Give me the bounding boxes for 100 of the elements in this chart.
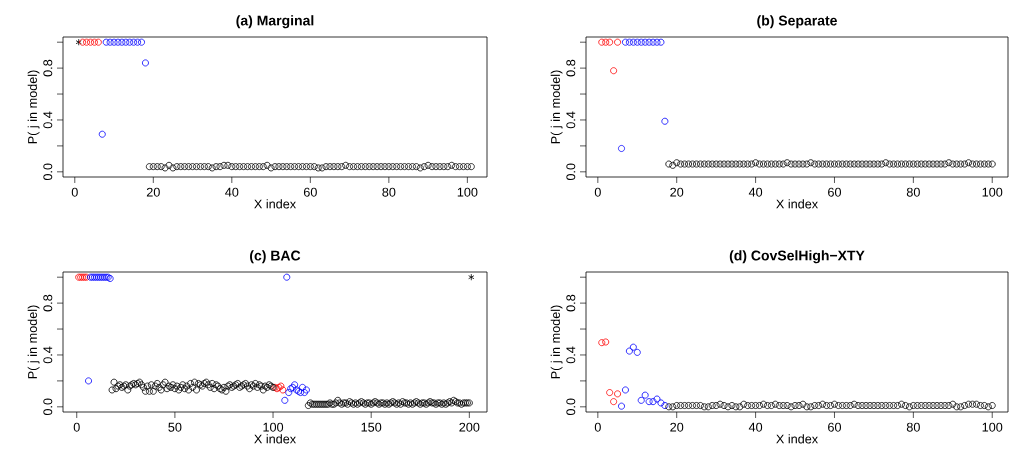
x-axis-title: X index — [254, 199, 296, 209]
y-tick-label: 0.0 — [566, 163, 576, 181]
x-axis-title: X index — [776, 199, 818, 209]
point — [657, 399, 665, 407]
point — [299, 383, 306, 391]
x-tick-label: 80 — [906, 422, 920, 432]
x-tick-label: 100 — [263, 422, 284, 432]
point — [657, 38, 665, 46]
y-tick-label: 0.8 — [566, 59, 576, 77]
y-tick-label: 0.0 — [43, 163, 53, 181]
point — [281, 396, 289, 404]
x-tick-label: 50 — [168, 422, 182, 432]
point — [130, 38, 138, 46]
y-axis-title: P( j in model) — [550, 70, 563, 144]
y-axis-title: P( j in model) — [27, 70, 40, 144]
point — [653, 38, 661, 46]
point — [610, 398, 618, 406]
point — [468, 273, 475, 281]
x-tick-label: 40 — [748, 422, 763, 432]
point — [138, 38, 145, 46]
point — [302, 386, 310, 394]
y-axis-title: P( j in model) — [550, 305, 563, 379]
point — [614, 38, 622, 46]
point — [653, 395, 661, 403]
y-tick-label: 0.4 — [43, 346, 53, 364]
point — [114, 38, 122, 46]
x-tick-label: 100 — [982, 187, 1003, 197]
point — [83, 38, 91, 46]
point — [606, 389, 614, 397]
y-tick-label: 0.4 — [566, 346, 576, 364]
point — [633, 38, 641, 46]
point — [633, 348, 641, 356]
y-tick-label: 0.8 — [43, 294, 53, 312]
x-tick-label: 100 — [457, 187, 478, 197]
point — [126, 38, 134, 46]
chart-title: (b) Separate — [757, 15, 837, 29]
point — [602, 38, 610, 46]
x-tick-label: 80 — [382, 187, 396, 197]
point — [637, 38, 645, 46]
x-tick-label: 20 — [670, 187, 684, 197]
point — [106, 38, 114, 46]
point — [645, 38, 653, 46]
x-tick-label: 40 — [225, 187, 239, 197]
point — [110, 38, 118, 46]
x-tick-label: 100 — [982, 422, 1003, 432]
point — [641, 38, 649, 46]
point — [134, 38, 142, 46]
point — [614, 390, 622, 398]
x-tick-label: 60 — [303, 187, 317, 197]
point — [94, 38, 102, 46]
x-tick-label: 20 — [670, 422, 684, 432]
y-tick-label: 0.4 — [566, 111, 576, 129]
point — [98, 130, 106, 138]
point — [283, 273, 291, 281]
point — [85, 377, 92, 385]
point — [141, 59, 149, 67]
point — [621, 386, 629, 394]
x-tick-label: 60 — [828, 187, 842, 197]
point — [625, 347, 633, 355]
x-tick-label: 200 — [459, 422, 480, 432]
point — [285, 389, 293, 397]
point — [641, 391, 649, 399]
point — [102, 38, 110, 46]
x-tick-label: 60 — [828, 422, 842, 432]
y-tick-label: 0.8 — [43, 59, 53, 77]
point — [618, 145, 625, 152]
y-axis-title: P( j in model) — [27, 305, 40, 379]
point — [606, 38, 614, 46]
point — [602, 338, 610, 346]
point — [122, 38, 130, 46]
x-tick-label: 150 — [361, 422, 382, 432]
point — [661, 402, 669, 409]
point — [79, 38, 87, 46]
point — [649, 38, 657, 46]
point — [645, 398, 653, 406]
x-tick-label: 40 — [748, 187, 763, 197]
point — [618, 402, 625, 410]
x-tick-label: 20 — [146, 187, 160, 197]
point — [598, 339, 606, 347]
y-tick-label: 0.4 — [43, 111, 53, 129]
point — [90, 38, 98, 46]
point — [87, 38, 94, 46]
chart-title: (a) Marginal — [236, 15, 314, 29]
point — [75, 38, 82, 46]
point — [661, 117, 669, 125]
point — [649, 398, 657, 406]
x-tick-label: 0 — [73, 422, 80, 432]
y-tick-label: 0.8 — [566, 294, 576, 312]
point — [625, 38, 633, 46]
x-tick-label: 0 — [71, 187, 78, 197]
point — [598, 38, 606, 46]
point — [629, 38, 637, 46]
point — [118, 38, 126, 46]
chart-title: (d) CovSelHigh−XTY — [729, 250, 865, 264]
point — [279, 386, 287, 394]
x-axis-title: X index — [776, 434, 818, 444]
chart-title: (c) BAC — [250, 250, 301, 264]
x-axis-title: X index — [254, 434, 296, 444]
x-tick-label: 80 — [906, 187, 920, 197]
x-tick-label: 0 — [594, 422, 601, 432]
